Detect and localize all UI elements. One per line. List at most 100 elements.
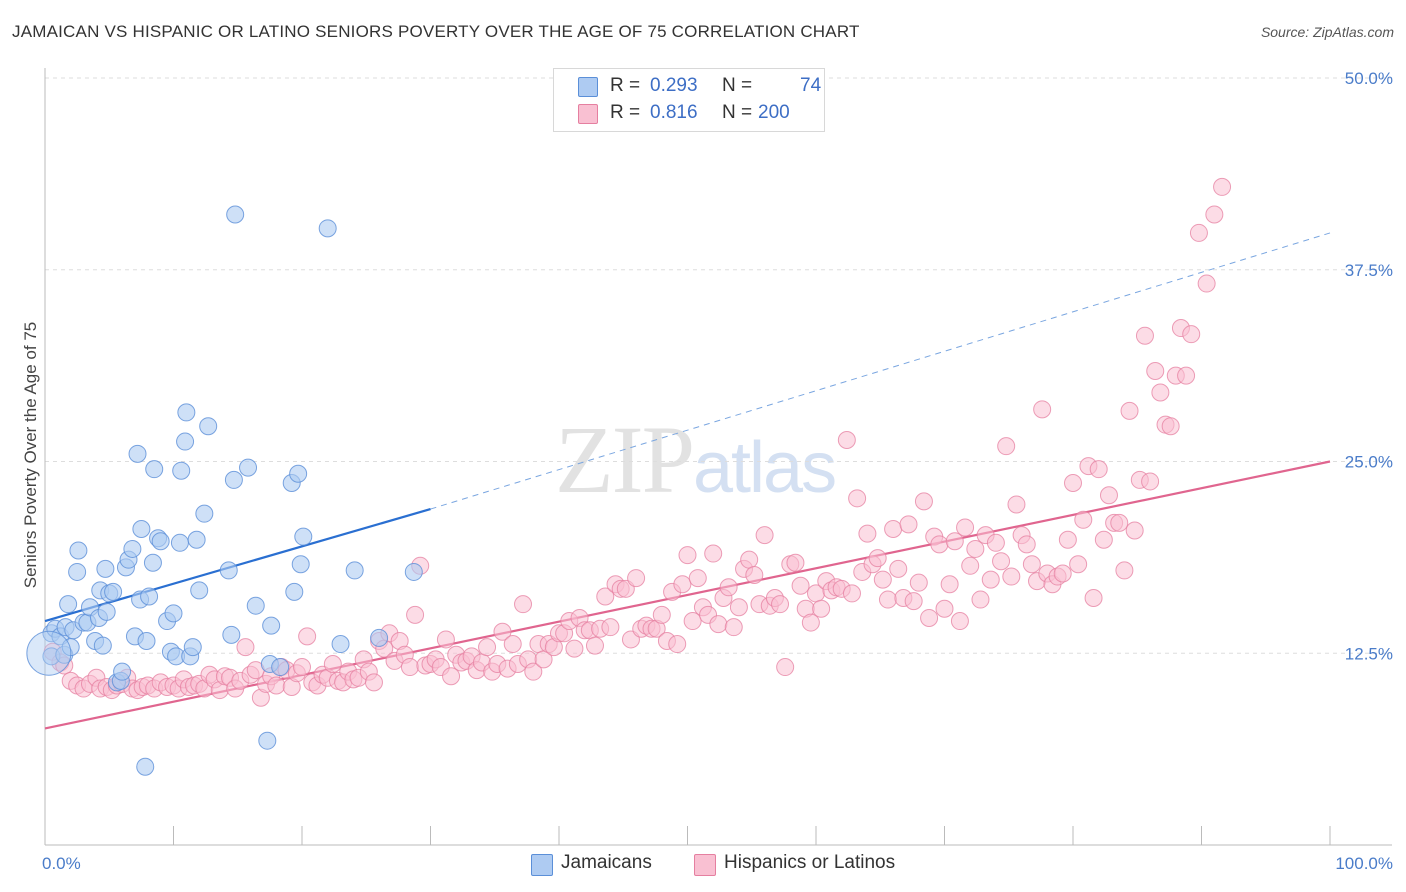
legend-n-label: N = — [722, 75, 753, 96]
data-point-jamaican — [145, 460, 164, 479]
data-point-hispanic — [596, 587, 615, 606]
data-point-hispanic — [503, 635, 522, 654]
data-point-jamaican — [246, 596, 265, 615]
trend-line-jamaicans-extension — [430, 232, 1331, 510]
data-point-hispanic — [1151, 383, 1170, 402]
data-point-hispanic — [627, 569, 646, 588]
data-point-jamaican — [239, 458, 258, 477]
data-point-jamaican — [172, 461, 191, 480]
data-point-hispanic — [986, 533, 1005, 552]
data-point-hispanic — [858, 524, 877, 543]
data-point-hispanic — [791, 576, 810, 595]
data-point-jamaican — [258, 731, 277, 750]
data-point-jamaican — [291, 555, 310, 574]
data-point-hispanic — [971, 590, 990, 609]
data-point-hispanic — [1074, 510, 1093, 529]
data-point-jamaican — [222, 625, 241, 644]
data-point-hispanic — [837, 431, 856, 450]
legend-r-value: 0.293 — [650, 75, 698, 96]
data-point-hispanic — [442, 667, 461, 686]
legend-n-value: 74 — [800, 75, 822, 96]
grid — [45, 77, 1392, 654]
y-axis-title: Seniors Poverty Over the Age of 75 — [21, 322, 40, 588]
data-point-hispanic — [745, 566, 764, 585]
data-point-hispanic — [585, 636, 604, 655]
data-point-hispanic — [771, 595, 790, 614]
data-point-hispanic — [514, 595, 533, 614]
correlation-legend: R = 0.293 N = 74 R = 0.816 N = 200 — [553, 68, 825, 132]
data-point-hispanic — [719, 578, 738, 597]
data-point-jamaican — [97, 602, 116, 621]
data-point-jamaican — [345, 561, 364, 580]
data-point-hispanic — [981, 570, 1000, 589]
data-point-hispanic — [904, 592, 923, 611]
data-point-hispanic — [935, 599, 954, 618]
data-point-hispanic — [668, 635, 687, 654]
data-point-hispanic — [1213, 177, 1232, 196]
data-point-hispanic — [950, 612, 969, 631]
data-point-hispanic — [997, 437, 1016, 456]
legend-n-label: N = — [722, 102, 753, 123]
data-point-hispanic — [709, 615, 728, 634]
points-jamaicans — [26, 205, 423, 776]
data-point-hispanic — [601, 618, 620, 637]
data-point-hispanic — [236, 638, 255, 657]
data-point-jamaican — [294, 527, 313, 546]
data-point-hispanic — [267, 676, 286, 695]
data-point-hispanic — [323, 654, 342, 673]
data-point-hispanic — [776, 658, 795, 677]
data-point-jamaican — [285, 582, 304, 601]
data-point-hispanic — [786, 553, 805, 572]
data-point-hispanic — [493, 622, 512, 641]
data-point-jamaican — [140, 587, 159, 606]
x-tick-label: 100.0% — [1335, 854, 1393, 873]
data-point-jamaican — [123, 539, 142, 558]
data-point-hispanic — [524, 662, 543, 681]
tick-labels: 12.5% 25.0% 37.5% 50.0% 0.0% 100.0% — [42, 69, 1393, 873]
data-point-hispanic — [1022, 555, 1041, 574]
data-point-hispanic — [406, 605, 425, 624]
points-hispanics-or-latinos — [43, 177, 1232, 707]
data-point-hispanic — [724, 618, 743, 637]
data-point-jamaican — [318, 219, 337, 238]
y-tick-label: 37.5% — [1345, 261, 1393, 280]
data-point-hispanic — [842, 584, 861, 603]
bottom-legend-label: Jamaicans — [561, 852, 652, 873]
data-point-jamaican — [170, 533, 189, 552]
data-point-jamaican — [104, 582, 123, 601]
data-point-jamaican — [151, 532, 170, 551]
data-point-hispanic — [920, 608, 939, 627]
data-point-hispanic — [400, 658, 419, 677]
watermark: ZIPatlas — [555, 406, 835, 513]
data-point-hispanic — [868, 549, 887, 568]
data-point-jamaican — [164, 604, 183, 623]
data-point-hispanic — [1135, 326, 1154, 345]
data-point-hispanic — [740, 550, 759, 569]
data-point-hispanic — [966, 539, 985, 558]
data-point-jamaican — [199, 417, 218, 436]
data-point-hispanic — [940, 575, 959, 594]
data-point-jamaican — [143, 553, 162, 572]
data-point-hispanic — [801, 613, 820, 632]
data-point-hispanic — [1182, 325, 1201, 344]
data-point-jamaican — [59, 595, 78, 614]
bottom-legend-swatch-jamaicans — [531, 854, 553, 876]
data-point-hispanic — [812, 599, 831, 618]
axes — [44, 68, 1392, 846]
data-point-hispanic — [1205, 205, 1224, 224]
data-point-hispanic — [1007, 495, 1026, 514]
data-point-hispanic — [565, 639, 584, 658]
data-point-hispanic — [1189, 223, 1208, 242]
data-point-jamaican — [132, 519, 151, 538]
data-point-jamaican — [271, 658, 290, 677]
data-point-hispanic — [1110, 513, 1129, 532]
data-point-hispanic — [1094, 530, 1113, 549]
y-tick-label: 50.0% — [1345, 69, 1393, 88]
data-point-hispanic — [848, 489, 867, 508]
x-tick-label: 0.0% — [42, 854, 81, 873]
data-point-hispanic — [1125, 521, 1144, 540]
data-point-jamaican — [190, 581, 209, 600]
data-point-hispanic — [878, 590, 897, 609]
data-point-hispanic — [478, 638, 497, 657]
